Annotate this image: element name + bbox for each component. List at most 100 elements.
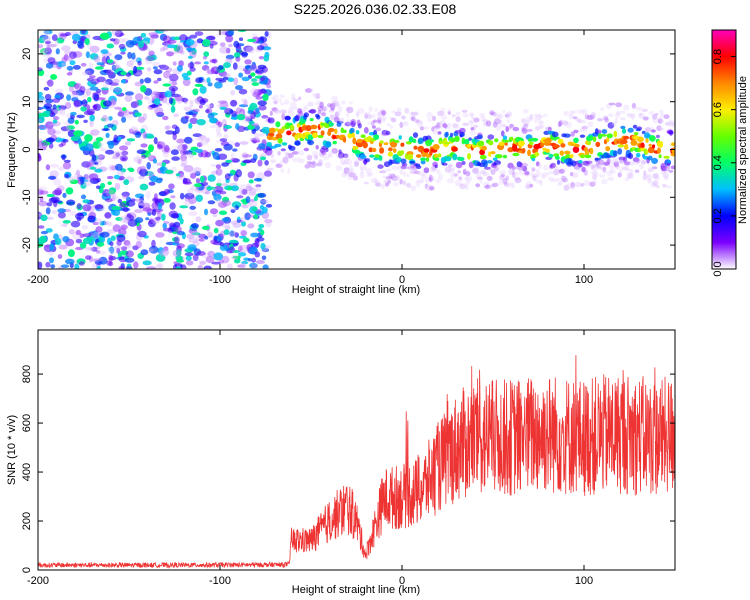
spectrogram-signal-blob	[404, 163, 408, 170]
spectrogram-signal-blob	[468, 112, 474, 117]
spectrogram-noise-blob	[205, 109, 210, 113]
spectrogram-signal-blob	[357, 107, 365, 115]
spectrogram-noise-blob	[172, 132, 177, 141]
spectrogram-signal-blob	[584, 154, 592, 159]
spectrogram-signal-blob	[555, 178, 562, 181]
spectrogram-noise-blob	[171, 81, 178, 86]
spectrogram-signal-blob	[298, 96, 302, 101]
spectrogram-noise-blob	[204, 236, 209, 240]
spectrogram-signal-blob	[477, 176, 483, 180]
spectrogram-noise-blob	[223, 125, 232, 129]
spectrogram-noise-blob	[215, 126, 221, 135]
spectrogram-signal-blob	[291, 151, 299, 155]
spectrogram-noise-blob	[229, 109, 234, 114]
spectrogram-noise-blob	[170, 149, 179, 156]
spectrogram-signal-blob	[413, 145, 418, 150]
spectrogram-signal-blob	[485, 120, 492, 127]
spectrogram-signal-blob	[638, 112, 643, 117]
spectrogram-signal-blob	[558, 168, 565, 174]
spectrogram-noise-blob	[148, 144, 154, 153]
spectrogram-signal-blob	[356, 142, 363, 148]
spectrogram-signal-blob	[512, 171, 516, 178]
spectrogram-signal-blob	[539, 180, 543, 186]
spectrogram-noise-blob	[123, 216, 130, 224]
spectrogram-signal-blob	[273, 100, 278, 105]
colorbar-label: Normalized spectral amplitude	[737, 76, 749, 224]
spectrogram-noise-blob	[111, 206, 121, 211]
spectrogram-signal-blob	[455, 116, 461, 123]
spectrogram-noise-blob	[170, 105, 176, 113]
spectrogram-noise-blob	[41, 141, 48, 149]
spectrogram-signal-blob	[349, 127, 355, 134]
spectrogram-signal-blob	[426, 111, 434, 119]
spectrogram-noise-blob	[254, 132, 260, 139]
spectrogram-signal-blob	[559, 150, 564, 156]
spectrogram-noise-blob	[195, 216, 202, 223]
spectrogram-signal-blob	[578, 128, 585, 133]
spectrogram-signal-blob	[470, 127, 474, 131]
spectrogram-signal-blob	[287, 122, 293, 126]
spectrogram-noise-blob	[247, 223, 255, 229]
spectrogram-signal-blob	[624, 176, 630, 182]
spectrogram-noise-blob	[255, 96, 263, 100]
spectrogram-noise-blob	[116, 247, 121, 254]
spectrogram-signal-blob	[412, 138, 417, 143]
spectrogram-noise-blob	[50, 196, 60, 203]
spectrogram-signal-blob	[488, 151, 492, 157]
spectrogram-signal-blob	[495, 118, 500, 124]
spectrogram-signal-blob	[328, 151, 333, 158]
spectrogram-noise-blob	[169, 202, 176, 210]
spectrogram-noise-blob	[85, 143, 94, 152]
spectrogram-signal-blob	[291, 96, 296, 101]
spectrogram-noise-blob	[217, 100, 228, 104]
spectrogram-signal-blob	[644, 127, 652, 133]
spectrogram-signal-blob	[304, 163, 311, 169]
spectrogram-signal-blob	[313, 162, 319, 167]
spectrogram-signal-blob	[663, 155, 670, 159]
spectrogram-noise-blob	[171, 156, 180, 161]
spectrogram-signal-blob	[277, 151, 281, 156]
spectrogram-signal-blob	[462, 122, 470, 126]
spectrogram-signal-blob	[282, 156, 287, 162]
spectrogram-signal-blob	[615, 111, 620, 118]
spectrogram-noise-blob	[107, 164, 117, 172]
spectrogram-signal-blob	[334, 128, 338, 135]
spectrogram-signal-blob	[521, 162, 528, 168]
spectrogram-noise-blob	[259, 205, 265, 210]
spectrogram-noise-blob	[161, 248, 170, 255]
spectrogram-noise-blob	[146, 162, 151, 170]
spectrogram-noise-blob	[70, 111, 77, 116]
spectrogram-noise-blob	[241, 188, 248, 195]
spectrogram-noise-blob	[102, 189, 111, 197]
spectrogram-signal-blob	[645, 138, 649, 143]
spectrogram-noise-blob	[207, 250, 215, 257]
spectrogram-signal-blob	[529, 114, 534, 121]
spectrogram-noise-blob	[208, 235, 214, 239]
spectrogram-signal-blob	[609, 165, 615, 172]
spectrogram-noise-blob	[145, 217, 150, 221]
spectrogram-signal-blob	[312, 160, 316, 166]
spectrogram-noise-blob	[194, 171, 201, 176]
spectrogram-signal-blob	[505, 175, 509, 182]
spectrogram-signal-blob	[409, 114, 413, 121]
spectrogram-noise-blob	[140, 32, 147, 38]
spectrogram-noise-blob	[147, 135, 155, 139]
spectrogram-noise-blob	[120, 224, 128, 230]
spectrogram-noise-blob	[218, 210, 228, 216]
spectrogram-noise-blob	[52, 98, 61, 103]
spectrogram-signal-blob	[303, 147, 309, 152]
spectrogram-signal-blob	[307, 101, 314, 107]
spectrogram-noise-blob	[56, 37, 65, 44]
spectrogram-noise-blob	[193, 183, 202, 188]
spectrogram-noise-blob	[75, 169, 81, 176]
spectrogram-noise-blob	[209, 43, 214, 49]
spectrogram-signal-blob	[342, 153, 349, 159]
spectrogram-signal-blob	[348, 172, 356, 178]
spectrogram-noise-blob	[185, 39, 195, 46]
spectrogram-signal-blob	[436, 168, 441, 175]
spectrogram-noise-blob	[39, 196, 44, 202]
spectrogram-signal-blob	[451, 146, 458, 152]
spectrogram-signal-blob	[321, 149, 327, 156]
spectrogram-signal-blob	[277, 137, 283, 144]
spectrogram-signal-blob	[611, 160, 619, 166]
